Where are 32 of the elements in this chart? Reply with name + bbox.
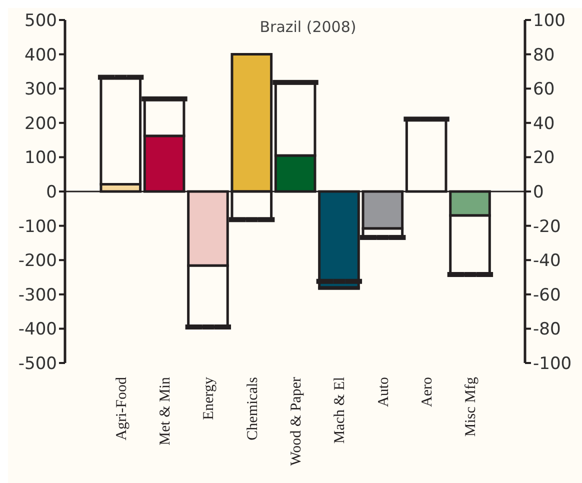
x-tick-label: Chemicals	[244, 376, 261, 440]
y2-tick-label: -60	[533, 285, 561, 306]
y-tick-label: -300	[18, 285, 57, 306]
y2-tick-label: 0	[533, 182, 544, 203]
y2-tick-label: 80	[533, 45, 555, 66]
y-tick-label: 400	[24, 45, 57, 66]
y-tick-label: 0	[46, 182, 57, 203]
y2-tick-label: 60	[533, 80, 555, 100]
x-tick-label: Wood & Paper	[288, 377, 304, 466]
y2-tick-label: 40	[533, 114, 555, 134]
y-tick-label: -100	[18, 216, 57, 237]
y2-tick-label: -20	[533, 216, 561, 237]
x-tick-label: Energy	[201, 376, 218, 420]
y2-tick-label: -40	[533, 251, 561, 272]
x-tick-label: Aero	[420, 377, 436, 407]
x-tick-label: Mach & El	[332, 377, 348, 444]
y-tick-label: 200	[24, 114, 57, 134]
y-tick-label: 500	[24, 11, 57, 32]
x-tick-label: Agri-Food	[114, 376, 130, 440]
y-tick-label: 100	[24, 148, 57, 168]
y2-tick-label: 20	[533, 148, 555, 168]
chart-title: Brazil (2008)	[260, 18, 356, 36]
y-tick-label: 300	[24, 80, 57, 100]
x-tick-label: Misc Mfg	[463, 376, 480, 437]
y-tick-label: -400	[18, 320, 57, 340]
y2-tick-label: -100	[533, 354, 572, 374]
y2-tick-label: 100	[533, 11, 566, 32]
x-tick-label: Met & Min	[157, 376, 174, 446]
x-tick-label: Auto	[376, 377, 392, 407]
y2-tick-label: -80	[533, 320, 561, 340]
y-tick-label: -500	[18, 354, 57, 374]
y-tick-label: -200	[18, 251, 57, 272]
